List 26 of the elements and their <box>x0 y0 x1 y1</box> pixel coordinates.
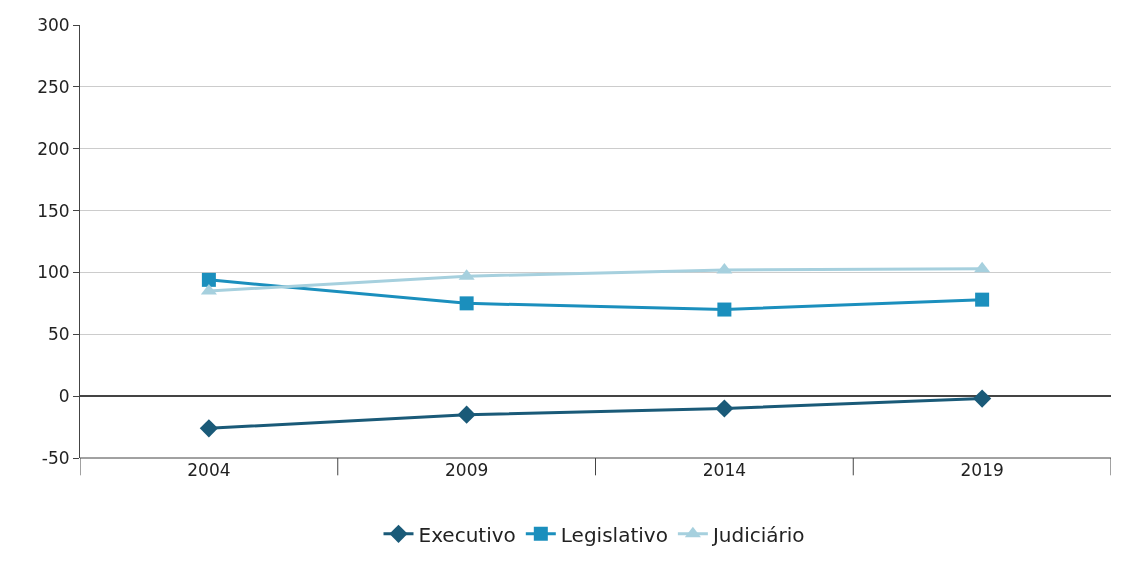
point <box>457 405 476 424</box>
point <box>973 389 992 408</box>
point <box>715 399 734 418</box>
y-tick-label: 200 <box>37 138 70 159</box>
legend-label: Legislativo <box>560 522 668 547</box>
x-tick-label: 2004 <box>187 460 231 480</box>
y-tick-label: -50 <box>41 447 70 468</box>
x-tick-label: 2009 <box>445 460 489 480</box>
point <box>459 296 474 311</box>
point <box>716 262 733 274</box>
point <box>717 302 732 317</box>
y-tick-label: 250 <box>37 76 70 97</box>
y-tick-label: 100 <box>37 262 70 283</box>
point <box>201 272 216 287</box>
point <box>975 292 990 307</box>
point <box>974 261 991 273</box>
x-tick-label: 2019 <box>960 460 1004 480</box>
legend-label: Executivo <box>418 522 516 547</box>
point <box>200 283 217 295</box>
point <box>199 419 218 438</box>
y-tick-label: 300 <box>37 14 70 35</box>
y-tick-label: 50 <box>47 324 70 345</box>
y-tick-label: 0 <box>58 386 70 407</box>
x-tick-label: 2014 <box>702 460 747 480</box>
legend-label: Judiciário <box>710 522 805 547</box>
y-tick-label: 150 <box>37 200 70 221</box>
